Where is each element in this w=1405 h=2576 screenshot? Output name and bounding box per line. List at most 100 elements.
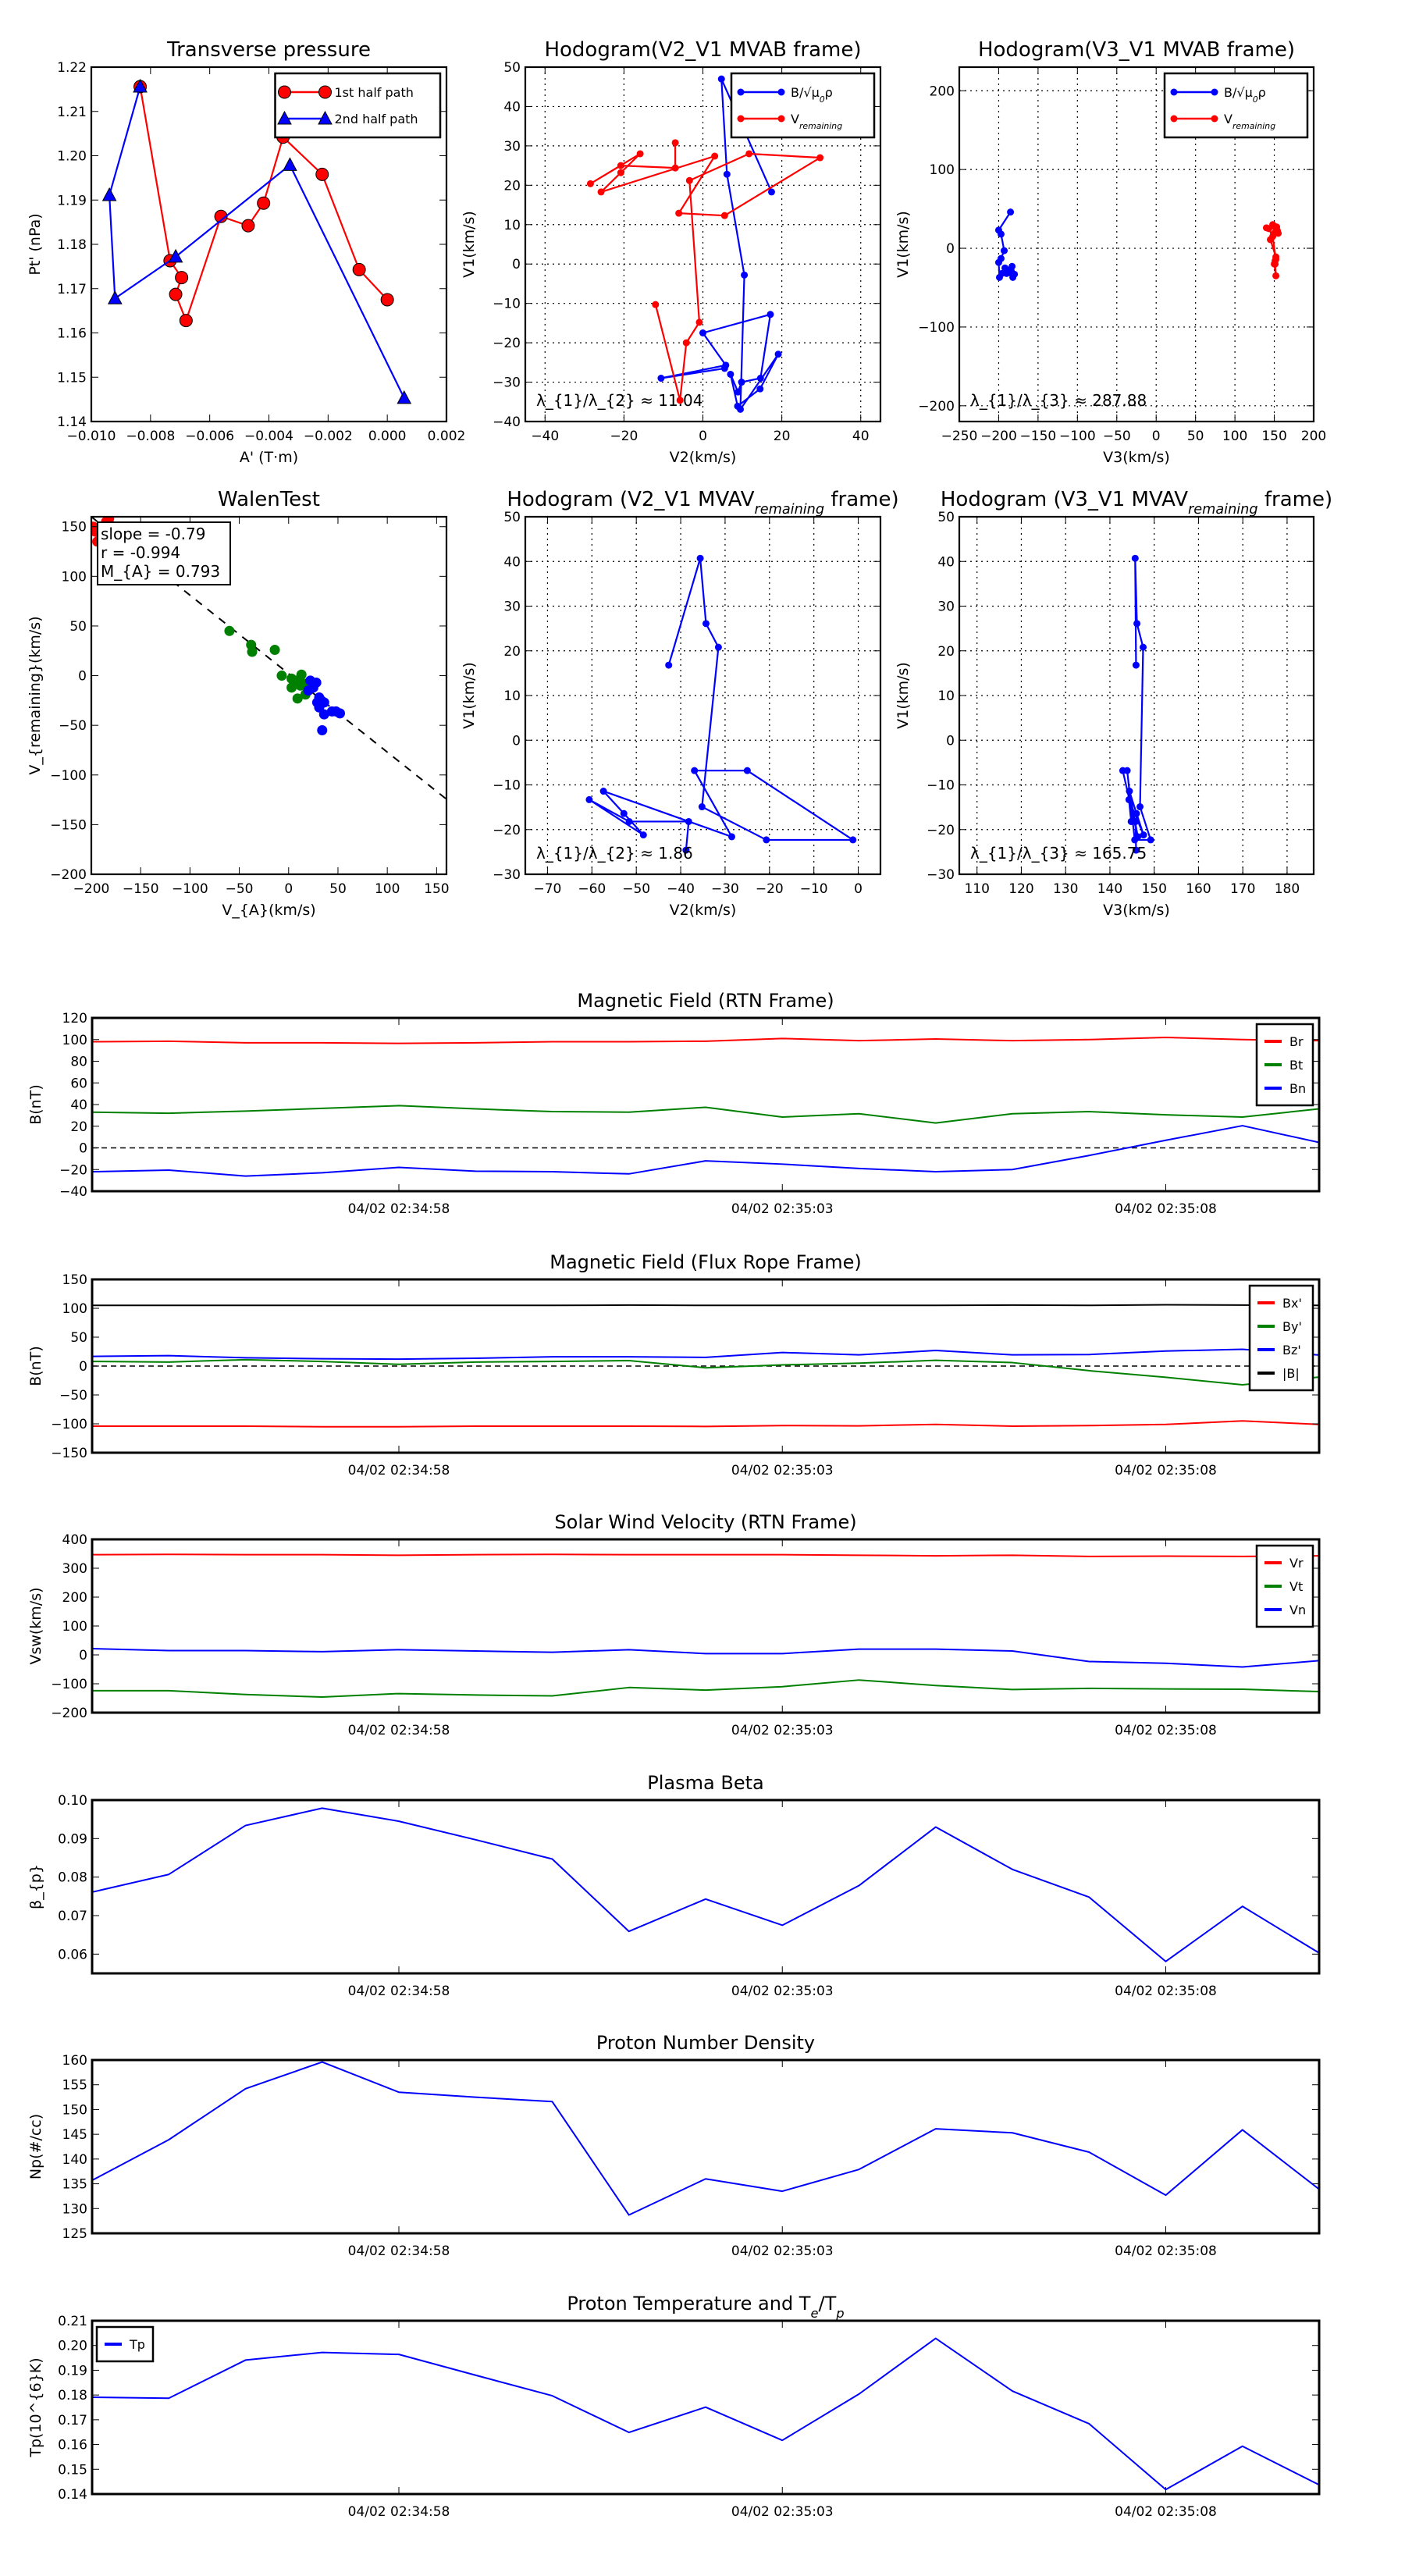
y-tick-label: 0.06 bbox=[58, 1947, 87, 1962]
data-point bbox=[617, 169, 624, 176]
y-tick-label: 40 bbox=[503, 554, 521, 570]
chart-title: Solar Wind Velocity (RTN Frame) bbox=[554, 1511, 856, 1533]
y-tick-label: 0 bbox=[946, 241, 955, 257]
annotation: λ_{1}/λ_{3} ≈ 287.88 bbox=[970, 391, 1147, 410]
data-point bbox=[756, 375, 764, 382]
y-tick-label: 400 bbox=[62, 1532, 87, 1548]
y-tick-label: 120 bbox=[62, 1011, 87, 1026]
y-tick-label: 0.19 bbox=[58, 2363, 87, 2379]
data-point bbox=[702, 620, 710, 628]
series-line-Vr bbox=[92, 1553, 1319, 1557]
series-line-Bz' bbox=[92, 1348, 1319, 1361]
x-tick-label: 04/02 02:35:03 bbox=[731, 1201, 834, 1217]
x-axis-label: V3(km/s) bbox=[1103, 902, 1170, 919]
y-tick-label: 1.21 bbox=[57, 105, 87, 120]
data-point bbox=[179, 314, 193, 328]
y-tick-label: −150 bbox=[50, 817, 87, 833]
x-tick-label: 180 bbox=[1275, 881, 1300, 897]
x-tick-label: 04/02 02:34:58 bbox=[348, 1984, 450, 1999]
series-group bbox=[92, 2337, 1319, 2491]
axes-frame bbox=[91, 2319, 1321, 2496]
chart-10: Proton Number Density 04/02 02:34:58 04/02… bbox=[27, 2032, 1321, 2259]
x-tick-label: −0.004 bbox=[244, 429, 293, 444]
legend-item: Bn bbox=[1264, 1081, 1306, 1096]
x-tick-label: 0 bbox=[1152, 429, 1161, 444]
data-point bbox=[685, 176, 693, 184]
y-tick-label: −10 bbox=[493, 297, 521, 312]
y-tick-label: 0.21 bbox=[58, 2314, 87, 2329]
legend-item: B/√μ0ρ bbox=[737, 85, 833, 105]
data-point bbox=[741, 271, 749, 279]
x-tick-label: 100 bbox=[1222, 429, 1247, 444]
x-tick-label: 04/02 02:35:03 bbox=[731, 1463, 834, 1478]
legend-item: Vremaining bbox=[737, 112, 842, 131]
data-point bbox=[737, 115, 745, 123]
data-point bbox=[620, 809, 628, 817]
data-point bbox=[291, 675, 302, 686]
data-point bbox=[756, 385, 764, 393]
data-point bbox=[283, 157, 297, 171]
y-tick-label: 0.16 bbox=[58, 2438, 87, 2453]
y-tick-label: 1.14 bbox=[57, 415, 87, 430]
y-axis-label: β_{p} bbox=[27, 1864, 44, 1909]
data-point bbox=[671, 164, 679, 172]
series-line-Vn bbox=[92, 1648, 1319, 1668]
chart-title: Proton Number Density bbox=[596, 2032, 815, 2054]
y-axis-label: Pt' (nPa) bbox=[27, 213, 44, 275]
x-tick-label: 160 bbox=[1186, 881, 1211, 897]
y-axis-label: V_{remaining}(km/s) bbox=[27, 616, 44, 774]
data-point bbox=[318, 110, 333, 125]
y-axis-label: Tp(10^{6}K) bbox=[27, 2357, 44, 2457]
y-tick-label: 150 bbox=[62, 2102, 87, 2118]
series-line-Bn bbox=[92, 1125, 1319, 1177]
data-point bbox=[335, 708, 345, 719]
chart-7: Magnetic Field (Flux Rope Frame) 04/02 02… bbox=[27, 1251, 1321, 1478]
x-tick-label: −40 bbox=[667, 881, 695, 897]
data-point bbox=[671, 139, 679, 147]
data-point bbox=[1140, 831, 1147, 839]
series-group bbox=[92, 1553, 1319, 1699]
legend-label: Vn bbox=[1289, 1603, 1306, 1617]
y-tick-label: 20 bbox=[937, 644, 955, 660]
data-point bbox=[1272, 272, 1280, 279]
data-point bbox=[597, 188, 605, 196]
x-tick-label: −200 bbox=[980, 429, 1017, 444]
x-tick-label: 50 bbox=[1187, 429, 1204, 444]
data-point bbox=[1001, 247, 1008, 254]
y-tick-label: 1.16 bbox=[57, 326, 87, 342]
data-point bbox=[278, 85, 291, 99]
y-tick-label: −100 bbox=[51, 1677, 87, 1692]
legend-label: B/√μ0ρ bbox=[1224, 85, 1266, 105]
data-point bbox=[1132, 817, 1140, 825]
data-point bbox=[1140, 643, 1147, 651]
chart-title: Magnetic Field (RTN Frame) bbox=[577, 990, 834, 1012]
x-tick-label: −100 bbox=[172, 881, 208, 897]
data-point bbox=[734, 402, 742, 410]
legend-box bbox=[1163, 72, 1309, 139]
data-point bbox=[714, 643, 722, 651]
x-tick-label: 04/02 02:34:58 bbox=[348, 2243, 450, 2259]
y-tick-label: 200 bbox=[930, 84, 955, 99]
data-point bbox=[292, 693, 303, 704]
x-tick-label: −20 bbox=[756, 881, 784, 897]
data-point bbox=[774, 350, 782, 358]
y-tick-label: 100 bbox=[62, 1301, 87, 1317]
x-tick-label: 04/02 02:35:08 bbox=[1115, 1463, 1217, 1478]
chart-11: Proton Temperature and Te/Tp 04/02 02:34:… bbox=[27, 2293, 1321, 2520]
chart-2: Hodogram(V3_V1 MVAB frame)−250 −200 −150 −1… bbox=[895, 38, 1326, 466]
chart-title: Proton Temperature and Te/Tp bbox=[567, 2293, 844, 2321]
data-point bbox=[1147, 836, 1154, 844]
data-point bbox=[1170, 115, 1178, 123]
legend-item: Vr bbox=[1264, 1556, 1304, 1571]
textbox-line: r = -0.994 bbox=[101, 543, 180, 562]
y-tick-label: 1.18 bbox=[57, 237, 87, 253]
axes-frame bbox=[958, 66, 1315, 423]
y-tick-label: 50 bbox=[503, 510, 521, 525]
y-tick-label: 0 bbox=[78, 669, 87, 685]
data-point bbox=[1264, 225, 1272, 233]
x-tick-label: 04/02 02:35:03 bbox=[731, 2504, 834, 2520]
legend-item: Vt bbox=[1264, 1579, 1303, 1594]
legend: B/√μ0ρ Vremaining bbox=[1163, 72, 1309, 139]
data-point bbox=[133, 78, 148, 93]
